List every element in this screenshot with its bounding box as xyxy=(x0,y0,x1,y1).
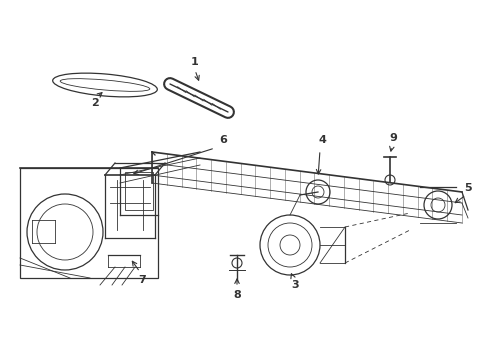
Text: 5: 5 xyxy=(463,183,471,193)
Text: 9: 9 xyxy=(388,133,396,143)
Text: 6: 6 xyxy=(219,135,226,145)
Text: 1: 1 xyxy=(191,57,199,67)
Text: 7: 7 xyxy=(138,275,145,285)
Text: 3: 3 xyxy=(290,280,298,290)
Text: 8: 8 xyxy=(233,290,241,300)
Text: 2: 2 xyxy=(91,98,99,108)
Text: 4: 4 xyxy=(317,135,325,145)
